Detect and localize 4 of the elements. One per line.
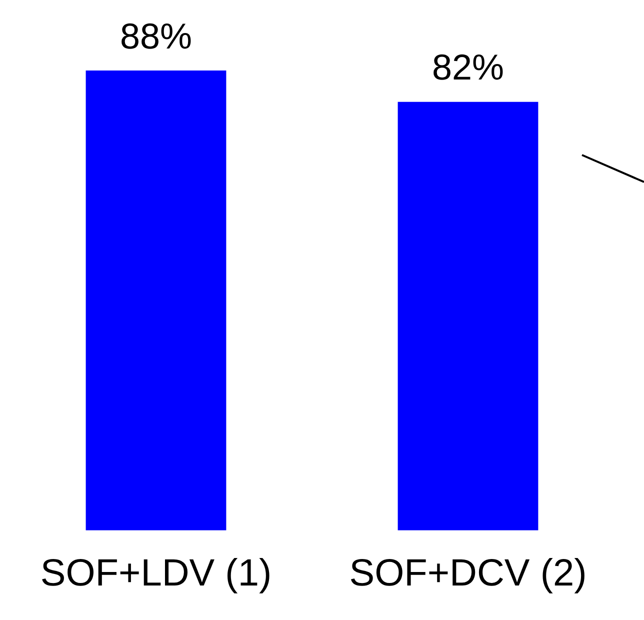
x-tick-label: SOF+DCV (2) [349, 552, 587, 595]
x-tick-label: SOF+LDV (1) [40, 552, 272, 595]
data-label: 88% [120, 15, 192, 56]
data-label: 82% [432, 46, 504, 88]
